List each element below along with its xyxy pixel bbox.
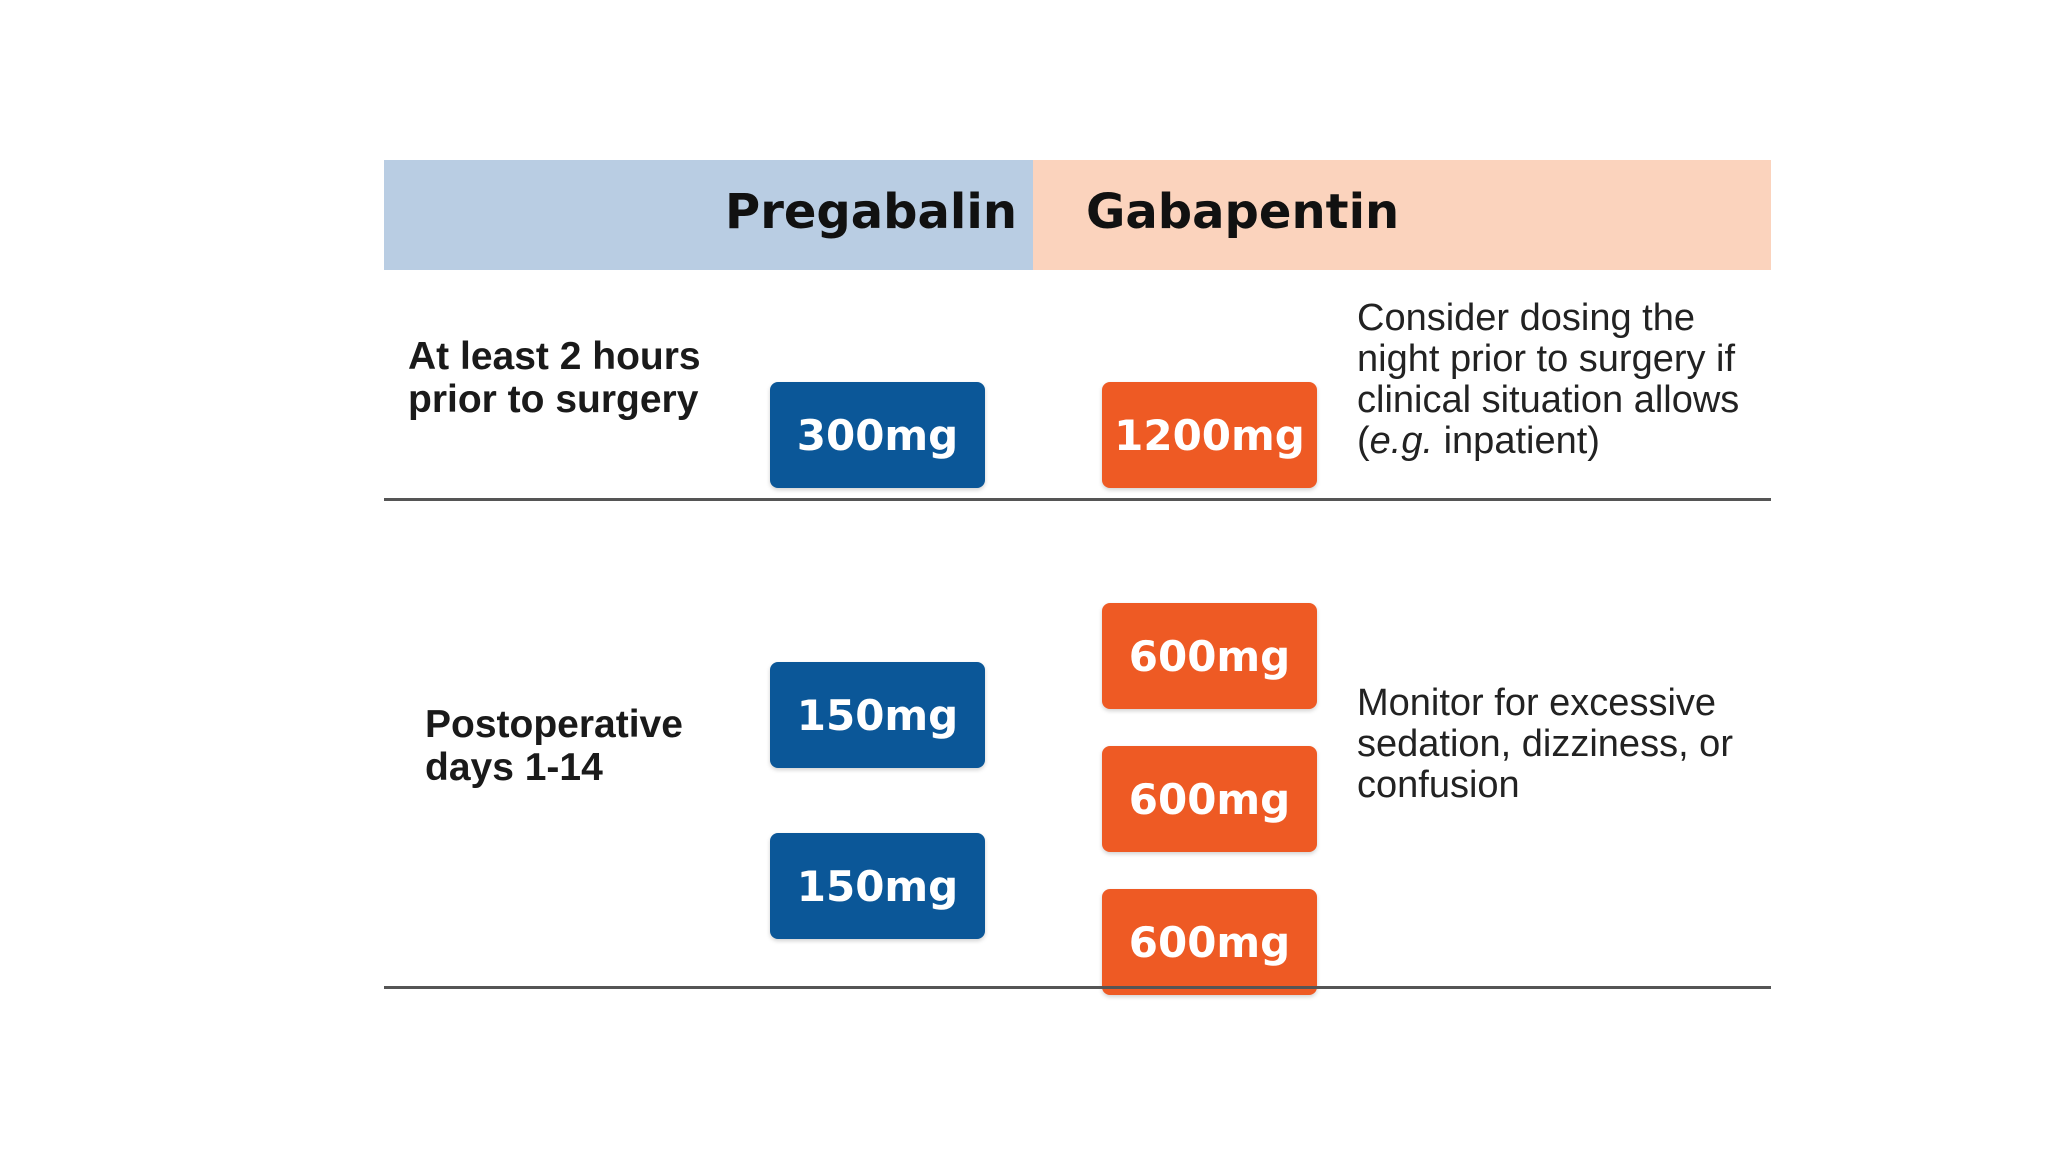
pregabalin-dose-badge: 300mg (770, 382, 985, 488)
gabapentin-dose-badge: 1200mg (1102, 382, 1317, 488)
dosing-table: Pregabalin Gabapentin At least 2 hours p… (384, 160, 1771, 995)
gabapentin-dose-badge: 600mg (1102, 889, 1317, 995)
gabapentin-title: Gabapentin (1086, 184, 1400, 240)
pregabalin-title: Pregabalin (725, 184, 1017, 240)
preoperative-note: Consider dosing the night prior to surge… (1357, 298, 1767, 462)
note-text: inpatient) (1433, 420, 1600, 462)
row-label-preoperative: At least 2 hours prior to surgery (408, 335, 701, 421)
pregabalin-dose-badge: 150mg (770, 662, 985, 768)
gabapentin-dose-badge: 600mg (1102, 603, 1317, 709)
pregabalin-dose-badge: 150mg (770, 833, 985, 939)
row-divider (384, 986, 1771, 989)
note-text: Consider dosing the night prior to surge… (1357, 297, 1740, 462)
pregabalin-header: Pregabalin (384, 160, 1033, 270)
postoperative-note: Monitor for excessive sedation, dizzines… (1357, 682, 1733, 806)
row-label-postoperative: Postoperative days 1-14 (425, 703, 683, 789)
row-divider (384, 498, 1771, 501)
gabapentin-header: Gabapentin (1033, 160, 1771, 270)
gabapentin-dose-badge: 600mg (1102, 746, 1317, 852)
note-italic-text: e.g. (1369, 420, 1434, 462)
